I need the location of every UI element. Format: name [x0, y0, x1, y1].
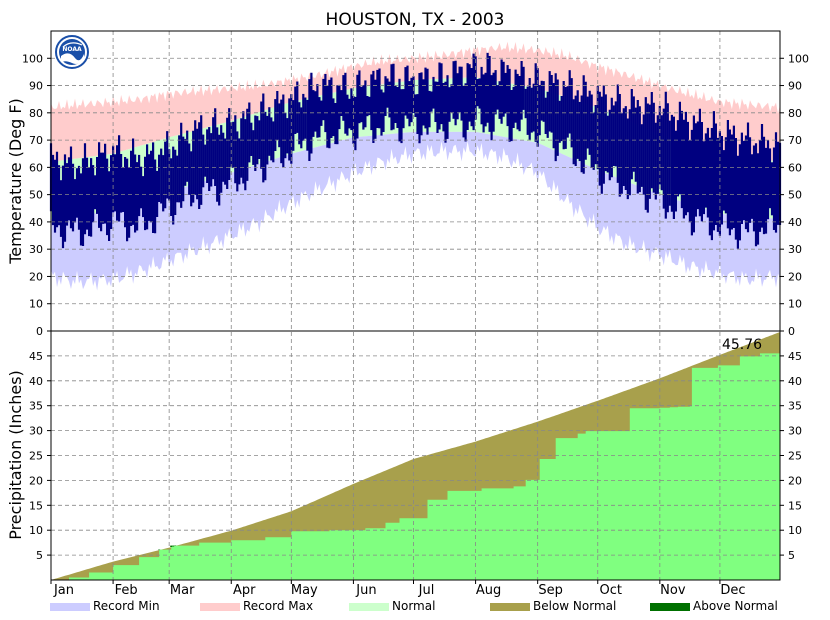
legend-label: Normal	[392, 599, 435, 613]
temp-tick-label-left: 60	[29, 161, 43, 174]
month-label: Feb	[115, 583, 138, 598]
temp-tick-label-right: 50	[788, 189, 802, 202]
month-label: Jun	[355, 583, 376, 598]
temperature-plot	[49, 41, 782, 291]
precip-tick-label-right: 5	[788, 549, 795, 562]
temperature-axis-label: Temperature (Deg F)	[6, 98, 25, 265]
temp-tick-label-left: 80	[29, 107, 43, 120]
temp-tick-label-right: 90	[788, 80, 802, 93]
actual-temperature-series	[49, 52, 782, 249]
temp-tick-label-left: 10	[29, 298, 43, 311]
precip-tick-label-left: 25	[29, 450, 43, 463]
precip-tick-label-right: 30	[788, 425, 802, 438]
month-label: Jul	[418, 583, 435, 598]
precip-tick-label-left: 40	[29, 375, 43, 388]
precip-tick-label-right: 15	[788, 499, 802, 512]
temp-tick-label-left: 100	[22, 52, 43, 65]
legend-label: Above Normal	[693, 599, 778, 613]
legend-swatch	[490, 603, 530, 611]
precip-tick-label-left: 45	[29, 350, 43, 363]
chart-title: HOUSTON, TX - 2003	[326, 10, 505, 30]
temp-tick-label-left: 50	[29, 189, 43, 202]
above-normal-segment	[172, 545, 175, 547]
precip-tick-label-left: 5	[36, 549, 43, 562]
month-label: Nov	[660, 583, 686, 598]
temp-tick-label-left: 90	[29, 80, 43, 93]
above-normal-segment	[170, 545, 173, 547]
precip-tick-label-left: 15	[29, 499, 43, 512]
legend-swatch	[650, 603, 690, 611]
legend-label: Record Max	[243, 599, 313, 613]
temp-tick-label-right: 20	[788, 270, 802, 283]
legend-item: Below Normal	[490, 599, 616, 613]
month-label: Mar	[170, 583, 195, 598]
month-label: Dec	[720, 583, 745, 598]
temp-tick-label-left: 30	[29, 243, 43, 256]
month-label: Apr	[233, 583, 256, 598]
month-label: Oct	[600, 583, 622, 598]
axes: 0 0 10 10 20 20 30 30 40 40 50 50 60 60 70 70 80 80 90 90 10…	[22, 30, 809, 598]
temp-tick-label-right: 10	[788, 298, 802, 311]
temp-tick-label-right: 100	[788, 52, 809, 65]
precip-tick-label-right: 25	[788, 450, 802, 463]
temp-tick-label-right: 60	[788, 161, 802, 174]
plot-frame	[50, 30, 781, 581]
legend-label: Record Min	[93, 599, 160, 613]
temp-tick-label-right: 30	[788, 243, 802, 256]
month-label: May	[291, 583, 318, 598]
legend-item: Normal	[349, 599, 435, 613]
precip-tick-label-right: 40	[788, 375, 802, 388]
temp-tick-label-left: 70	[29, 134, 43, 147]
legend-swatch	[50, 603, 90, 611]
precip-tick-label-left: 30	[29, 425, 43, 438]
temp-tick-label-left: 20	[29, 270, 43, 283]
precip-tick-label-left: 10	[29, 524, 43, 537]
precipitation-plot	[51, 332, 780, 580]
grid	[51, 31, 780, 580]
precip-tick-label-right: 35	[788, 400, 802, 413]
legend-item: Above Normal	[650, 599, 778, 613]
temp-tick-label-right: 70	[788, 134, 802, 147]
legend-swatch	[200, 603, 240, 611]
legend-label: Below Normal	[533, 599, 616, 613]
month-label: Aug	[476, 583, 501, 598]
temp-tick-label-left: 0	[36, 325, 43, 338]
precip-tick-label-right: 20	[788, 474, 802, 487]
precip-tick-label-right: 45	[788, 350, 802, 363]
month-label: Jan	[53, 583, 74, 598]
temp-tick-label-right: 80	[788, 107, 802, 120]
precip-tick-label-right: 10	[788, 524, 802, 537]
total-precip-annotation: 45.76	[722, 337, 762, 353]
precip-tick-label-left: 20	[29, 474, 43, 487]
above-normal-segment	[158, 549, 161, 551]
temp-tick-label-right: 0	[788, 325, 795, 338]
month-label: Sep	[538, 583, 563, 598]
precip-tick-label-left: 35	[29, 400, 43, 413]
legend: Record Min Record Max Normal Below Normal Ab…	[50, 599, 778, 613]
temp-tick-label-left: 40	[29, 216, 43, 229]
legend-item: Record Min	[50, 599, 160, 613]
temp-tick-label-right: 40	[788, 216, 802, 229]
legend-swatch	[349, 603, 389, 611]
precipitation-axis-label: Precipitation (Inches)	[6, 370, 25, 540]
legend-item: Record Max	[200, 599, 313, 613]
noaa-logo-text: NOAA	[62, 46, 82, 53]
noaa-logo: NOAA	[55, 35, 89, 69]
